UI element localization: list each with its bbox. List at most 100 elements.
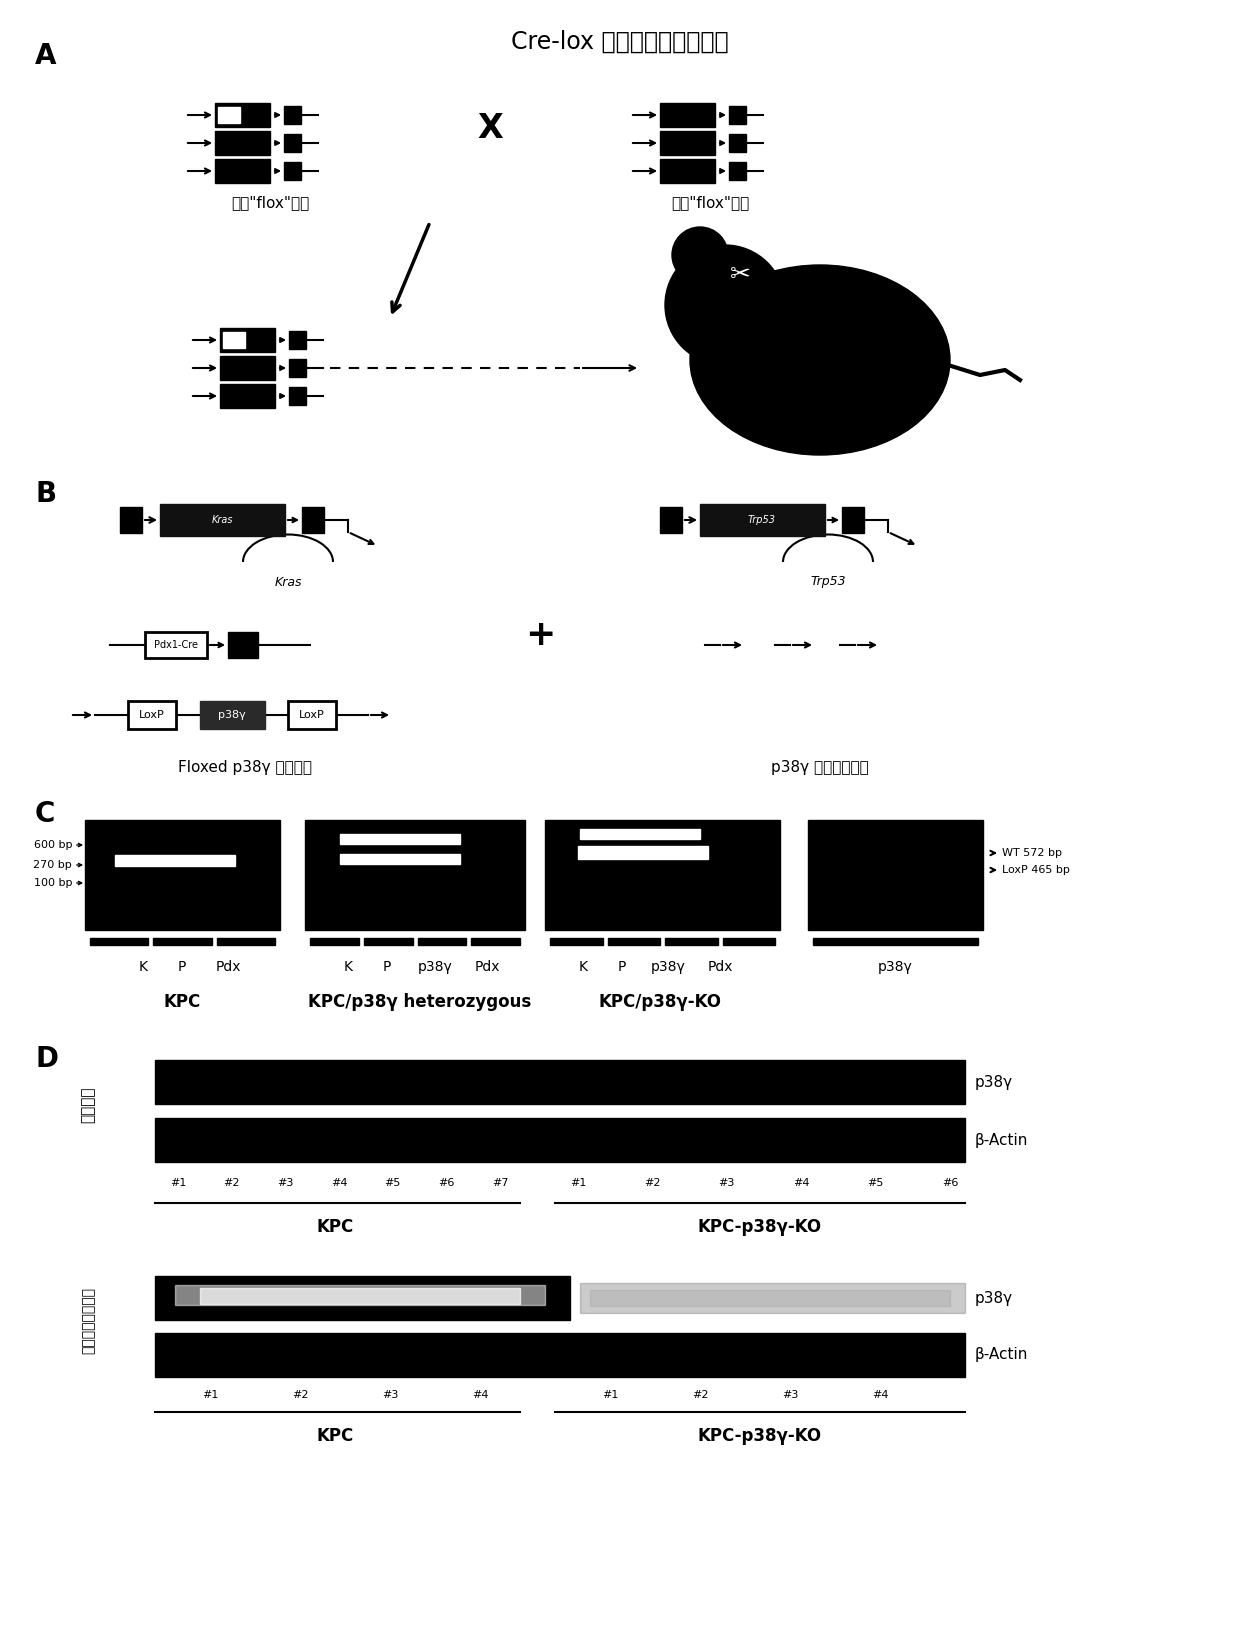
Bar — [175, 1284, 546, 1305]
Text: 纯合"flox"小鼠: 纯合"flox"小鼠 — [671, 195, 749, 210]
Text: A: A — [35, 43, 57, 70]
Text: Pdx: Pdx — [707, 960, 733, 975]
Text: +: + — [525, 618, 556, 652]
Text: #6: #6 — [438, 1178, 455, 1188]
Bar — [219, 328, 275, 352]
Text: p38γ: p38γ — [878, 960, 913, 975]
Bar — [218, 106, 241, 123]
Bar — [660, 103, 715, 128]
Bar — [363, 939, 413, 945]
Text: #4: #4 — [331, 1178, 347, 1188]
Text: LoxP: LoxP — [139, 709, 165, 721]
Text: K: K — [343, 960, 352, 975]
Bar — [200, 701, 265, 729]
Text: KPC/p38γ heterozygous: KPC/p38γ heterozygous — [309, 993, 532, 1011]
Text: #1: #1 — [202, 1391, 218, 1400]
Text: 600 bp: 600 bp — [33, 840, 72, 850]
Bar — [729, 106, 746, 124]
Text: Pdx1-Cre: Pdx1-Cre — [154, 640, 198, 650]
Text: Pdx: Pdx — [216, 960, 241, 975]
Bar — [701, 505, 825, 536]
Text: #4: #4 — [872, 1391, 888, 1400]
Text: p38γ: p38γ — [975, 1291, 1013, 1305]
Bar — [128, 701, 176, 729]
Text: Pdx: Pdx — [474, 960, 500, 975]
Text: β-Actin: β-Actin — [975, 1132, 1028, 1148]
Bar — [284, 106, 301, 124]
Text: 270 bp: 270 bp — [33, 860, 72, 870]
Bar — [215, 103, 270, 128]
Bar — [660, 131, 715, 156]
Text: p38γ: p38γ — [418, 960, 453, 975]
Text: ✂: ✂ — [729, 264, 750, 287]
Bar — [288, 701, 336, 729]
Bar — [91, 939, 149, 945]
Bar — [418, 939, 466, 945]
Text: p38γ: p38γ — [218, 709, 246, 721]
Text: P: P — [177, 960, 186, 975]
Text: 肿瘤组织: 肿瘤组织 — [81, 1086, 95, 1124]
Text: B: B — [35, 480, 56, 508]
Bar — [546, 821, 780, 930]
Bar — [665, 939, 718, 945]
Text: Kras: Kras — [211, 514, 233, 526]
Text: P: P — [618, 960, 626, 975]
Text: #1: #1 — [570, 1178, 587, 1188]
Text: #2: #2 — [644, 1178, 661, 1188]
Text: Cre-lox 组织特异性敲除技术: Cre-lox 组织特异性敲除技术 — [511, 29, 729, 54]
Text: LoxP: LoxP — [299, 709, 325, 721]
Text: p38γ: p38γ — [975, 1075, 1013, 1089]
Bar — [155, 1119, 965, 1161]
Bar — [660, 508, 682, 532]
Bar — [223, 333, 246, 347]
Bar — [340, 834, 460, 844]
Text: p38γ: p38γ — [651, 960, 686, 975]
Bar — [305, 821, 525, 930]
Bar — [284, 162, 301, 180]
Text: WT 572 bp: WT 572 bp — [1002, 848, 1061, 858]
Bar — [729, 134, 746, 152]
Text: #3: #3 — [278, 1178, 294, 1188]
Text: #3: #3 — [719, 1178, 735, 1188]
Text: #3: #3 — [382, 1391, 398, 1400]
Bar — [200, 1287, 520, 1304]
Bar — [729, 162, 746, 180]
Text: #7: #7 — [492, 1178, 508, 1188]
Bar — [228, 632, 258, 658]
Text: KPC-p38γ-KO: KPC-p38γ-KO — [698, 1427, 822, 1445]
Text: #4: #4 — [471, 1391, 489, 1400]
Bar — [219, 383, 275, 408]
Text: 杂合"flox"小鼠: 杂合"flox"小鼠 — [231, 195, 309, 210]
Bar — [660, 159, 715, 183]
Text: #4: #4 — [792, 1178, 810, 1188]
Bar — [842, 508, 864, 532]
Bar — [303, 508, 324, 532]
Bar — [590, 1291, 950, 1305]
Bar — [155, 1276, 570, 1320]
Bar — [310, 939, 358, 945]
Text: β-Actin: β-Actin — [975, 1348, 1028, 1363]
Ellipse shape — [689, 265, 950, 455]
Bar — [808, 821, 983, 930]
Text: Trp53: Trp53 — [810, 575, 846, 588]
Bar — [160, 505, 285, 536]
Bar — [580, 1283, 965, 1314]
Bar — [217, 939, 275, 945]
Text: LoxP 465 bp: LoxP 465 bp — [1002, 865, 1070, 875]
Text: K: K — [139, 960, 148, 975]
Bar — [86, 821, 280, 930]
Bar — [145, 632, 207, 658]
Text: #5: #5 — [384, 1178, 401, 1188]
Circle shape — [665, 246, 785, 365]
Text: #1: #1 — [170, 1178, 186, 1188]
Text: X: X — [477, 113, 503, 146]
Bar — [289, 359, 306, 377]
Bar — [115, 855, 236, 867]
Text: Kras: Kras — [274, 575, 301, 588]
Bar — [215, 159, 270, 183]
Bar — [215, 131, 270, 156]
Bar — [723, 939, 775, 945]
Bar — [289, 331, 306, 349]
Text: KPC/p38γ-KO: KPC/p38γ-KO — [599, 993, 722, 1011]
Text: K: K — [579, 960, 588, 975]
